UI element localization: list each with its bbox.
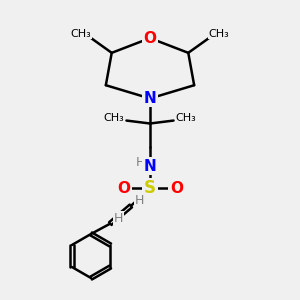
Text: O: O	[117, 181, 130, 196]
Text: N: N	[144, 91, 156, 106]
Text: CH₃: CH₃	[70, 29, 91, 39]
Text: CH₃: CH₃	[104, 112, 124, 123]
Text: O: O	[170, 181, 183, 196]
Text: O: O	[143, 31, 157, 46]
Text: H: H	[114, 212, 123, 225]
Text: N: N	[144, 159, 156, 174]
Text: S: S	[144, 179, 156, 197]
Text: H: H	[136, 156, 145, 169]
Text: CH₃: CH₃	[209, 29, 230, 39]
Text: CH₃: CH₃	[176, 112, 196, 123]
Text: H: H	[134, 194, 144, 207]
